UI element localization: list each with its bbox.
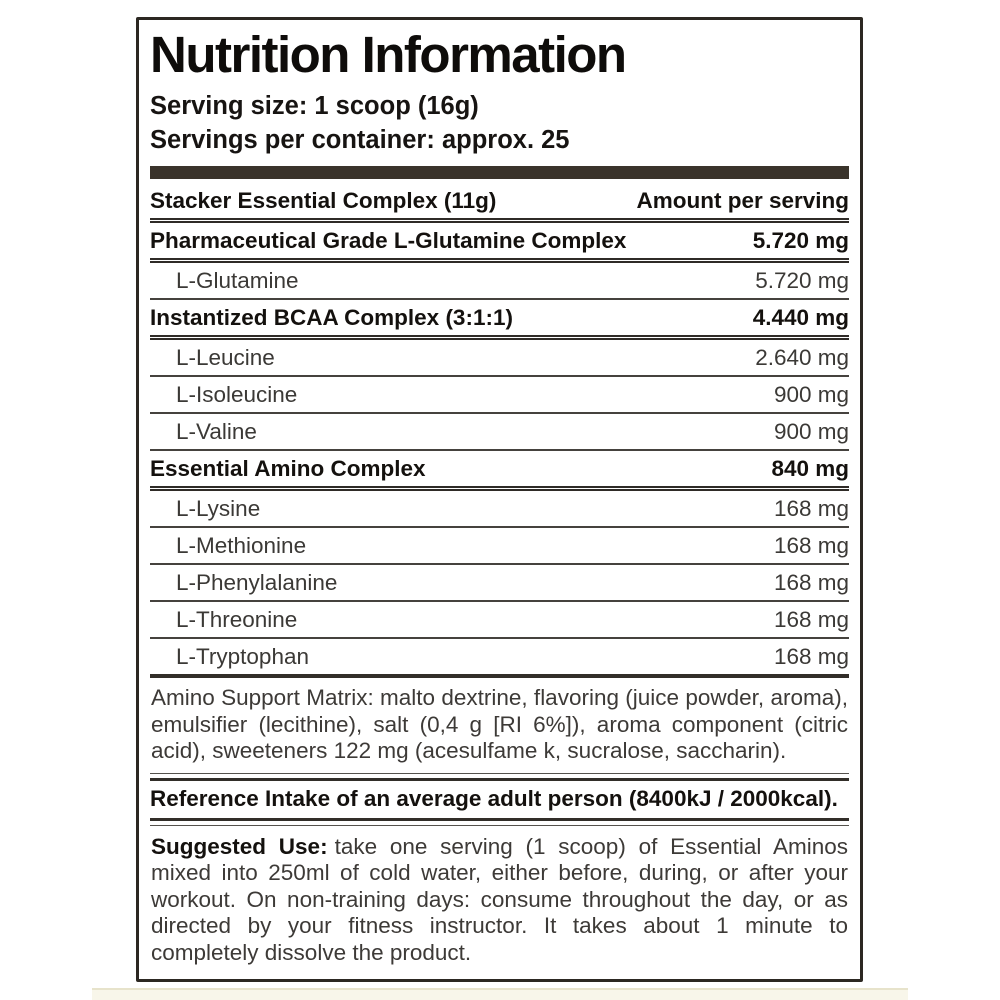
table-row: Pharmaceutical Grade L-Glutamine Complex… xyxy=(150,223,849,263)
serving-size-value: 1 scoop (16g) xyxy=(314,92,479,120)
nutrition-label-panel: Nutrition Information Serving size: 1 sc… xyxy=(136,17,863,982)
ingredient-name: Pharmaceutical Grade L-Glutamine Complex xyxy=(150,228,627,253)
ingredient-amount: 168 mg xyxy=(773,533,849,558)
table-header-complex: Stacker Essential Complex (11g) xyxy=(150,188,497,213)
ingredient-name: L-Leucine xyxy=(176,345,275,370)
adjacent-label-edge xyxy=(92,988,908,1000)
table-row: L-Leucine 2.640 mg xyxy=(150,340,849,377)
suggested-use-paragraph: Suggested Use: take one serving (1 scoop)… xyxy=(150,826,849,967)
table-row: L-Tryptophan 168 mg xyxy=(150,639,849,678)
servings-per-container-line: Servings per container: approx. 25 xyxy=(150,123,849,157)
ingredient-amount: 900 mg xyxy=(773,382,849,407)
ingredient-amount: 2.640 mg xyxy=(755,345,849,370)
servings-per-container-value: approx. 25 xyxy=(441,126,570,154)
ingredient-name: Instantized BCAA Complex (3:1:1) xyxy=(150,305,513,330)
ingredient-name: L-Tryptophan xyxy=(176,644,309,669)
reference-intake-line: Reference Intake of an average adult per… xyxy=(150,777,849,821)
ingredient-amount: 5.720 mg xyxy=(755,268,849,293)
ingredient-amount: 840 mg xyxy=(771,456,849,481)
ingredient-name: L-Threonine xyxy=(176,607,298,632)
ingredient-name: L-Valine xyxy=(176,419,257,444)
ingredient-amount: 168 mg xyxy=(773,644,849,669)
ingredient-name: L-Lysine xyxy=(176,496,261,521)
divider-hairline-top xyxy=(150,772,849,774)
table-header-row: Stacker Essential Complex (11g) Amount p… xyxy=(150,183,849,223)
ingredient-name: L-Methionine xyxy=(176,533,307,558)
ingredient-amount: 5.720 mg xyxy=(752,228,849,253)
table-header-amount: Amount per serving xyxy=(636,188,849,213)
ingredient-amount: 900 mg xyxy=(773,419,849,444)
table-row: L-Glutamine 5.720 mg xyxy=(150,263,849,300)
ingredient-name: L-Isoleucine xyxy=(176,382,298,407)
table-row: L-Threonine 168 mg xyxy=(150,602,849,639)
serving-size-label: Serving size: xyxy=(150,92,308,120)
table-row: L-Methionine 168 mg xyxy=(150,528,849,565)
ingredient-amount: 168 mg xyxy=(773,496,849,521)
suggested-use-label: Suggested Use: xyxy=(151,833,328,859)
ingredient-amount: 168 mg xyxy=(773,607,849,632)
section-divider-bar xyxy=(150,166,849,179)
table-row: L-Valine 900 mg xyxy=(150,414,849,451)
ingredient-amount: 4.440 mg xyxy=(752,305,849,330)
serving-size-line: Serving size: 1 scoop (16g) xyxy=(150,89,849,123)
table-row: Essential Amino Complex 840 mg xyxy=(150,451,849,491)
label-title: Nutrition Information xyxy=(150,26,627,83)
amino-support-matrix-text: Amino Support Matrix: malto dextrine, fl… xyxy=(151,685,848,763)
ingredient-amount: 168 mg xyxy=(773,570,849,595)
ingredient-name: Essential Amino Complex xyxy=(150,456,426,481)
servings-per-container-label: Servings per container: xyxy=(150,126,435,154)
table-row: L-Isoleucine 900 mg xyxy=(150,377,849,414)
table-row: L-Phenylalanine 168 mg xyxy=(150,565,849,602)
ingredient-name: L-Phenylalanine xyxy=(176,570,338,595)
suggested-use-body: take one serving (1 scoop) of Essential … xyxy=(151,833,848,965)
table-row: Instantized BCAA Complex (3:1:1) 4.440 m… xyxy=(150,300,849,340)
table-row: L-Lysine 168 mg xyxy=(150,491,849,528)
ingredient-name: L-Glutamine xyxy=(176,268,299,293)
divider-hairline-bottom xyxy=(150,824,849,826)
